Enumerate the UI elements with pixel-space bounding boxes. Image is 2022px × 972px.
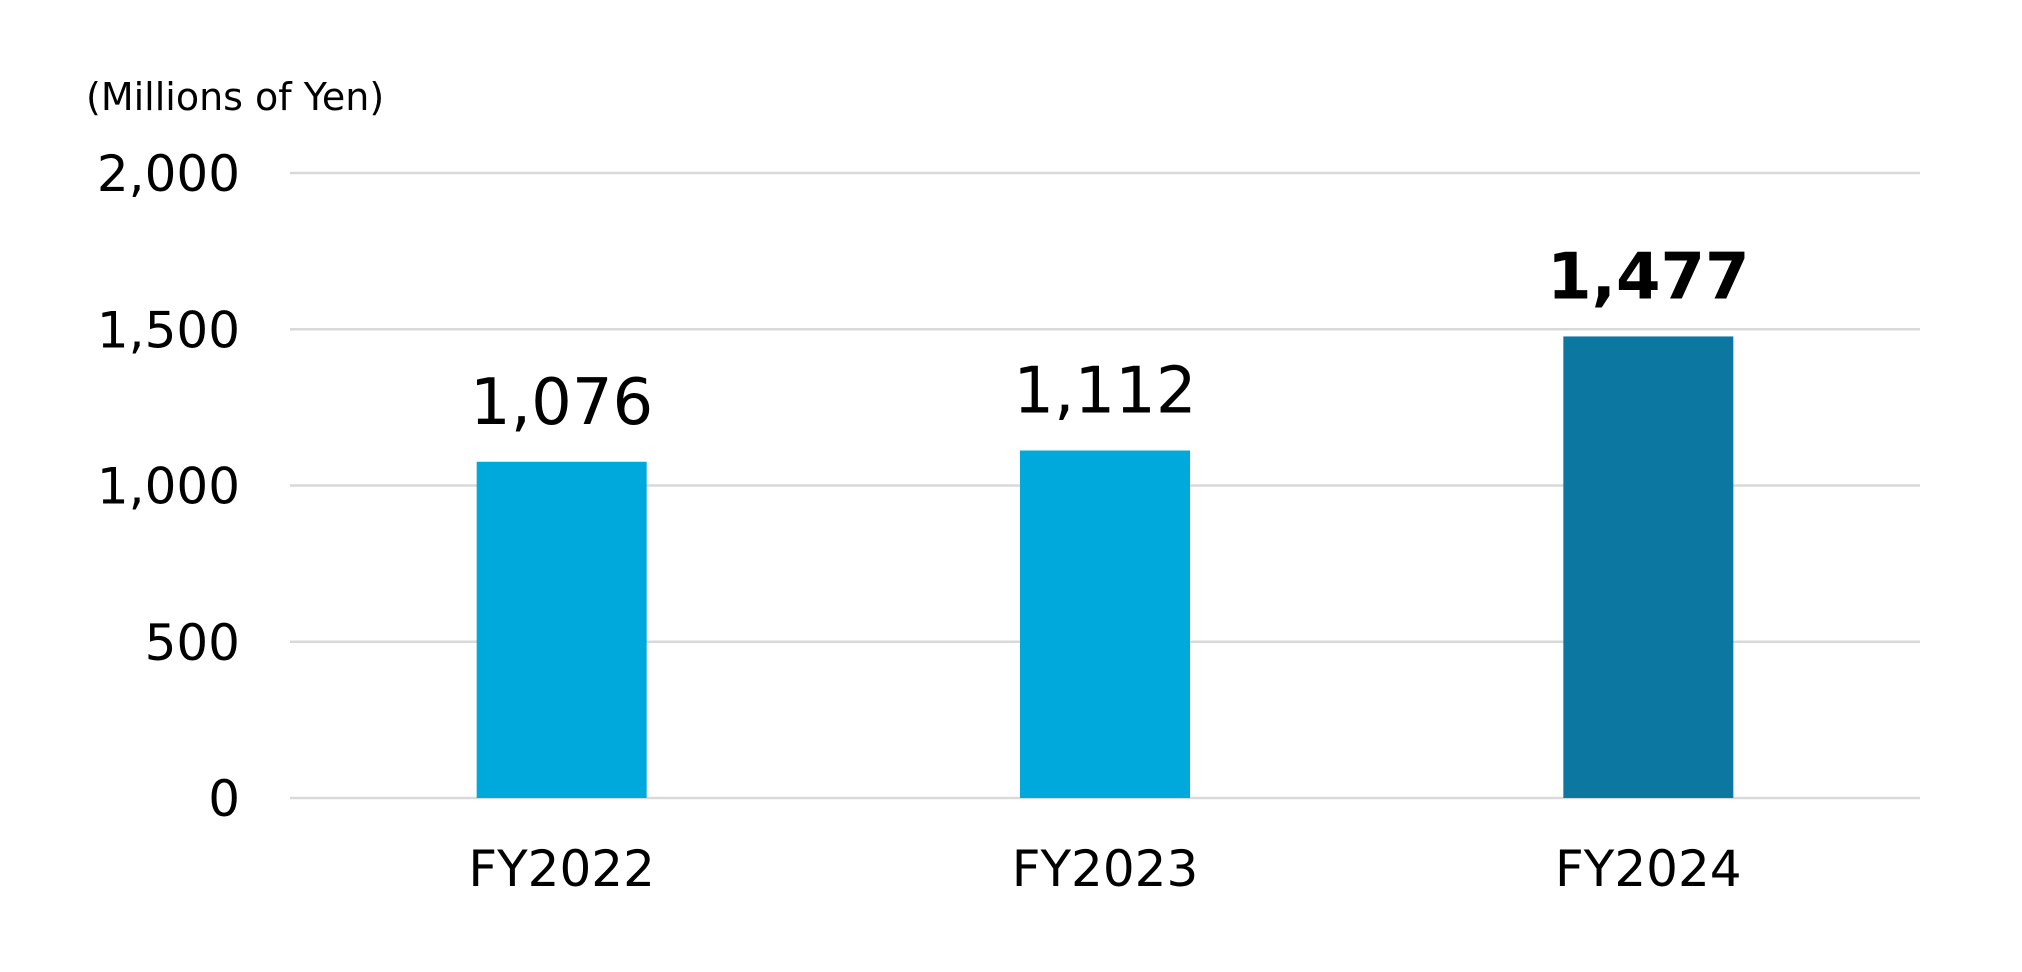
- bar-fy2024: [1563, 336, 1734, 798]
- category-label-fy2024: FY2024: [1555, 840, 1742, 898]
- data-labels: 1,076 1,112 1,477: [470, 240, 1749, 439]
- category-label-fy2022: FY2022: [468, 840, 655, 898]
- x-axis-categories: FY2022 FY2023 FY2024: [468, 840, 1741, 898]
- category-label-fy2023: FY2023: [1012, 840, 1199, 898]
- bar-fy2023: [1020, 450, 1190, 798]
- data-label-fy2023: 1,112: [1013, 355, 1196, 429]
- y-axis-ticks: 0 500 1,000 1,500 2,000: [97, 145, 240, 828]
- unit-label: (Millions of Yen): [86, 75, 384, 119]
- y-tick-label: 0: [208, 770, 240, 828]
- y-tick-label: 1,500: [97, 301, 240, 359]
- data-label-fy2024: 1,477: [1547, 240, 1749, 314]
- y-tick-label: 2,000: [97, 145, 240, 203]
- bars: [476, 336, 1734, 798]
- y-tick-label: 1,000: [97, 458, 240, 516]
- bar-fy2022: [476, 461, 647, 798]
- data-label-fy2022: 1,076: [470, 366, 653, 440]
- y-tick-label: 500: [145, 614, 240, 672]
